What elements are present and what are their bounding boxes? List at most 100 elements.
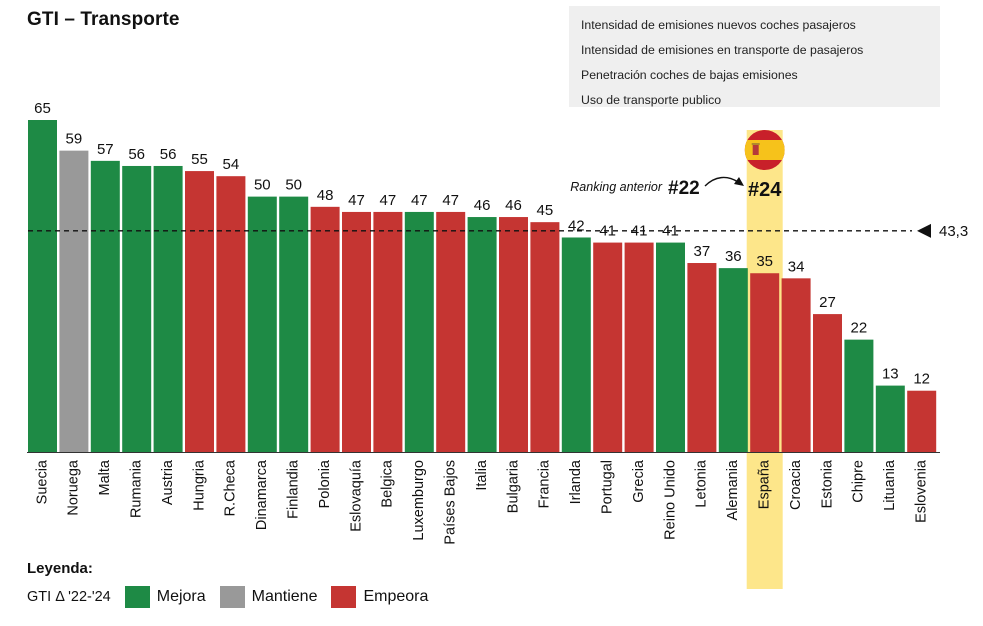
indicators-box: Intensidad de emisiones nuevos coches pa… (569, 6, 940, 107)
category-label: Reino Unido (662, 460, 678, 540)
bar (90, 160, 120, 452)
category-label: Grecia (631, 459, 647, 503)
category-label: España (757, 459, 773, 509)
spain-flag-icon (744, 130, 785, 170)
previous-rank: #22 (668, 178, 700, 199)
bar-value-label: 46 (474, 197, 491, 214)
bar (342, 211, 371, 452)
indicator-item: Penetración coches de bajas emisiones (581, 68, 798, 82)
category-label: R.Checa (223, 459, 239, 516)
bar-value-label: 37 (694, 243, 711, 260)
category-label: Rumania (129, 459, 145, 518)
category-label: Noruega (66, 459, 82, 516)
bar-value-label: 50 (254, 177, 271, 194)
category-label: Finlandia (286, 459, 302, 519)
rank-arrow-head (734, 177, 744, 186)
bar-value-label: 46 (505, 197, 522, 214)
bar (750, 273, 780, 452)
bar-value-label: 48 (317, 187, 334, 204)
legend-gti-label: GTI Δ '22-'24 (27, 589, 111, 605)
bar-value-label: 55 (191, 151, 208, 168)
category-label: Bulgaria (505, 459, 521, 513)
average-label: 43,3 (939, 223, 968, 240)
bar-value-label: 59 (66, 131, 83, 148)
category-label: Hungria (191, 459, 207, 511)
legend-label-mejora: Mejora (156, 588, 206, 605)
bar (247, 196, 277, 452)
category-label: Luxemburgo (411, 460, 427, 541)
legend-label-empeora: Empeora (363, 588, 429, 605)
bar-value-label: 54 (223, 156, 240, 173)
bar (875, 385, 905, 452)
bar-value-label: 41 (631, 223, 648, 240)
bar-value-label: 56 (160, 146, 177, 163)
category-label: Lituania (882, 459, 898, 511)
category-label: Eslovenia (914, 459, 930, 523)
bar-value-label: 12 (913, 371, 930, 388)
current-rank: #24 (748, 179, 782, 201)
bar (687, 263, 717, 452)
previous-rank-label: Ranking anterior (570, 180, 663, 194)
category-label: Letonia (694, 459, 710, 508)
category-label: Dinamarca (254, 459, 270, 530)
category-label: Italia (474, 459, 490, 491)
bar-value-label: 65 (34, 100, 51, 117)
category-label: Eslovaquía (348, 459, 364, 532)
indicator-item: Intensidad de emisiones nuevos coches pa… (581, 18, 856, 32)
category-label: Alemania (725, 459, 741, 520)
bar (404, 211, 434, 452)
bar (216, 176, 246, 452)
category-label: Malta (97, 459, 113, 495)
legend-label-mantiene: Mantiene (251, 588, 318, 605)
bar (907, 390, 937, 452)
bar-value-label: 57 (97, 141, 114, 158)
category-label: Francia (537, 459, 553, 508)
bar (59, 150, 89, 452)
bar (122, 165, 152, 452)
bar (718, 268, 748, 452)
bar (279, 196, 309, 452)
bar-value-label: 36 (725, 248, 742, 265)
category-label: Portugal (600, 460, 616, 514)
bar-value-label: 56 (128, 146, 145, 163)
legend-title: Leyenda: (27, 560, 93, 577)
bar (28, 120, 57, 452)
legend-swatch-mejora (124, 586, 150, 608)
bar (781, 278, 811, 452)
legend-swatch-empeora (331, 586, 357, 608)
indicator-item: Uso de transporte publico (581, 93, 722, 107)
chart-title: GTI – Transporte (27, 9, 180, 30)
bar-value-label: 47 (411, 192, 428, 209)
category-label: Belgica (380, 459, 396, 507)
bar (310, 206, 340, 452)
bar-value-label: 45 (537, 202, 554, 219)
bar (373, 211, 403, 452)
legend-swatch-mantiene (219, 586, 245, 608)
bar (530, 222, 560, 452)
legend: GTI Δ '22-'24 Mejora Mantiene Empeora (27, 585, 442, 609)
bar (813, 314, 842, 452)
rank-arrow (704, 176, 739, 187)
bar-value-label: 47 (442, 192, 459, 209)
bar (656, 242, 685, 452)
bar-value-label: 50 (285, 177, 302, 194)
category-label: Estonia (819, 459, 835, 508)
bar (624, 242, 654, 452)
bar-value-label: 34 (788, 258, 805, 275)
bar-value-label: 42 (568, 217, 585, 234)
bar (185, 171, 214, 453)
bar (593, 242, 623, 452)
category-label: Irlanda (568, 459, 584, 504)
category-label: Austria (160, 459, 176, 505)
bar (436, 211, 466, 452)
bar-value-label: 47 (380, 192, 397, 209)
average-marker (917, 223, 931, 238)
bar (153, 165, 183, 452)
bar (467, 217, 497, 452)
category-label: Croacia (788, 459, 804, 510)
category-label: Polonia (317, 459, 333, 508)
bar (561, 237, 591, 452)
bar-value-label: 13 (882, 366, 899, 383)
bar-value-label: 22 (851, 320, 868, 337)
